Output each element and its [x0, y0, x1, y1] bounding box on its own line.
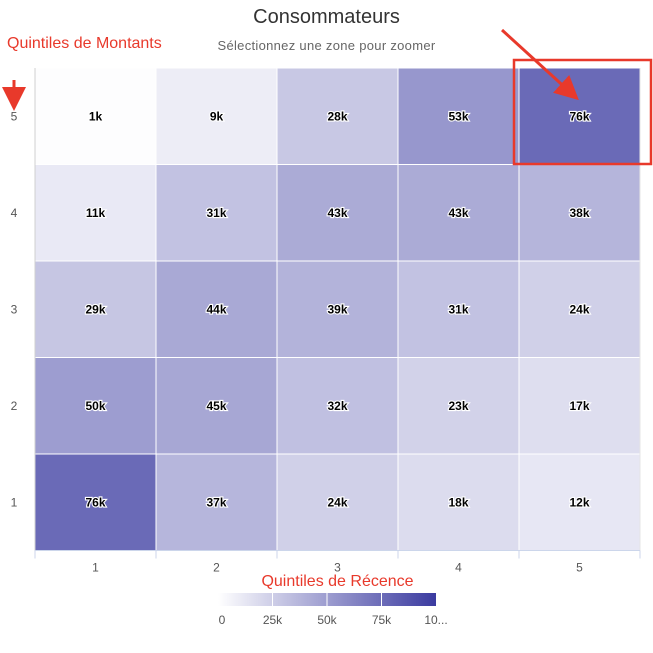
heatmap-cell-r2-c5[interactable] — [518, 357, 641, 455]
cell-value-label: 44k — [206, 302, 226, 316]
cell-value-label: 11k — [86, 206, 106, 220]
heatmap-cell-r2-c4[interactable] — [397, 357, 520, 455]
heatmap-cell-r3-c2[interactable] — [155, 260, 278, 358]
highlight-box — [512, 58, 653, 166]
y-axis-annotation: Quintiles de Montants — [7, 35, 162, 52]
heatmap-cell-r1-c2[interactable] — [155, 453, 278, 551]
heatmap-cell-r2-c3[interactable] — [276, 357, 399, 455]
cell-value-label: 31k — [206, 206, 226, 220]
cell-value-label: 1k — [89, 109, 103, 123]
cell-value-label: 12k — [569, 495, 589, 509]
cell-value-label: 17k — [569, 399, 589, 413]
color-legend: 0 25k 50k 75k 10... — [218, 593, 448, 627]
x-tick-label: 1 — [92, 561, 99, 575]
cell-value-label: 24k — [569, 302, 589, 316]
heatmap-cell-r5-c2[interactable] — [155, 67, 278, 165]
cell-value-label: 53k — [448, 109, 468, 123]
heatmap-cell-r3-c5[interactable] — [518, 260, 641, 358]
heatmap-cell-r4-c1[interactable] — [34, 164, 157, 262]
cell-value-label: 76k — [569, 109, 589, 123]
legend-tick-label: 50k — [317, 613, 337, 627]
y-tick-label: 5 — [11, 109, 18, 123]
x-axis-annotation: Quintiles de Récence — [261, 573, 414, 590]
y-tick-label: 3 — [11, 302, 18, 316]
heatmap-cell-r5-c5[interactable] — [518, 67, 641, 165]
heatmap-cell-r1-c4[interactable] — [397, 453, 520, 551]
heatmap-axes: 5 4 3 2 1 1 2 3 4 5 — [11, 68, 641, 575]
legend-tick-label: 25k — [263, 613, 283, 627]
chart-subtitle: Sélectionnez une zone pour zoomer — [217, 38, 436, 53]
cell-value-label: 50k — [85, 399, 105, 413]
cell-value-label: 31k — [448, 302, 468, 316]
cell-value-label: 18k — [448, 495, 468, 509]
x-tick-label: 5 — [576, 561, 583, 575]
heatmap-cells[interactable] — [34, 67, 641, 551]
heatmap-cell-r4-c2[interactable] — [155, 164, 278, 262]
heatmap-cell-r1-c5[interactable] — [518, 453, 641, 551]
legend-tick-label: 10... — [424, 613, 447, 627]
cell-value-label: 39k — [327, 302, 347, 316]
heatmap-cell-r5-c4[interactable] — [397, 67, 520, 165]
heatmap-cell-r3-c1[interactable] — [34, 260, 157, 358]
cell-value-label: 37k — [206, 495, 226, 509]
y-tick-label: 1 — [11, 495, 18, 509]
legend-tick-label: 75k — [372, 613, 392, 627]
chart-title: Consommateurs — [253, 6, 400, 28]
legend-tick-label: 0 — [219, 613, 226, 627]
cell-value-label: 76k — [85, 495, 105, 509]
heatmap-cell-r5-c3[interactable] — [276, 67, 399, 165]
y-tick-label: 2 — [11, 399, 18, 413]
cell-value-label: 45k — [206, 399, 226, 413]
heatmap-cell-r2-c1[interactable] — [34, 357, 157, 455]
x-tick-label: 3 — [334, 561, 341, 575]
cell-value-label: 29k — [85, 302, 105, 316]
cell-value-label: 32k — [327, 399, 347, 413]
cell-value-label: 43k — [327, 206, 347, 220]
annotation-arrows — [2, 28, 653, 166]
cell-value-label: 28k — [327, 109, 347, 123]
cell-value-label: 9k — [210, 109, 224, 123]
heatmap-cell-r1-c1[interactable] — [34, 453, 157, 551]
heatmap-cell-r2-c2[interactable] — [155, 357, 278, 455]
cell-value-label: 43k — [448, 206, 468, 220]
heatmap-cell-r1-c3[interactable] — [276, 453, 399, 551]
heatmap-cell-labels: 1k 9k 28k 53k 76k 11k 31k 43k 43k 38k 29k 44k 39k 31k… — [84, 108, 591, 510]
cell-value-label: 38k — [569, 206, 589, 220]
heatmap-cell-r4-c3[interactable] — [276, 164, 399, 262]
x-tick-label: 2 — [213, 561, 220, 575]
cell-value-label: 23k — [448, 399, 468, 413]
heatmap-cell-r3-c3[interactable] — [276, 260, 399, 358]
x-tick-label: 4 — [455, 561, 462, 575]
cell-value-label: 24k — [327, 495, 347, 509]
heatmap-cell-r3-c4[interactable] — [397, 260, 520, 358]
heatmap-cell-r4-c5[interactable] — [518, 164, 641, 262]
y-tick-label: 4 — [11, 206, 18, 220]
